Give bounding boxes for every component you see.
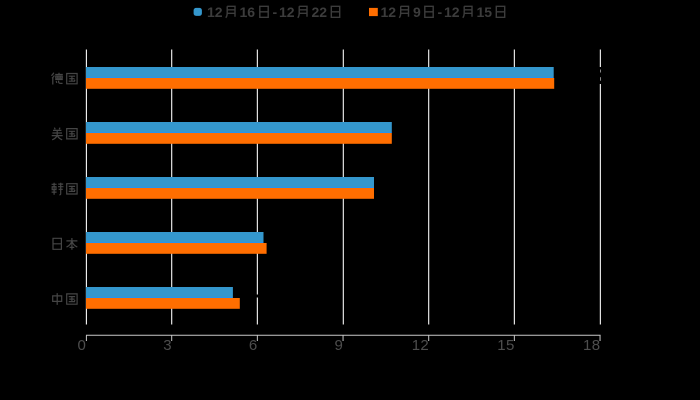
svg-text:3: 3 — [163, 337, 171, 354]
svg-text:0: 0 — [78, 337, 86, 354]
svg-text:-: - — [273, 4, 278, 20]
svg-text:6: 6 — [249, 337, 257, 354]
svg-text:16: 16 — [240, 4, 256, 20]
svg-text:-: - — [438, 4, 443, 20]
svg-text:12: 12 — [279, 4, 295, 20]
svg-text:15: 15 — [477, 4, 493, 20]
svg-text:9: 9 — [335, 337, 343, 354]
svg-text:15: 15 — [497, 337, 515, 354]
svg-text:12: 12 — [412, 337, 430, 354]
svg-text:12: 12 — [207, 4, 223, 20]
svg-text:12: 12 — [381, 4, 397, 20]
svg-text:9: 9 — [413, 4, 421, 20]
svg-text:18: 18 — [583, 337, 601, 354]
svg-text:12: 12 — [444, 4, 460, 20]
svg-text:22: 22 — [312, 4, 328, 20]
